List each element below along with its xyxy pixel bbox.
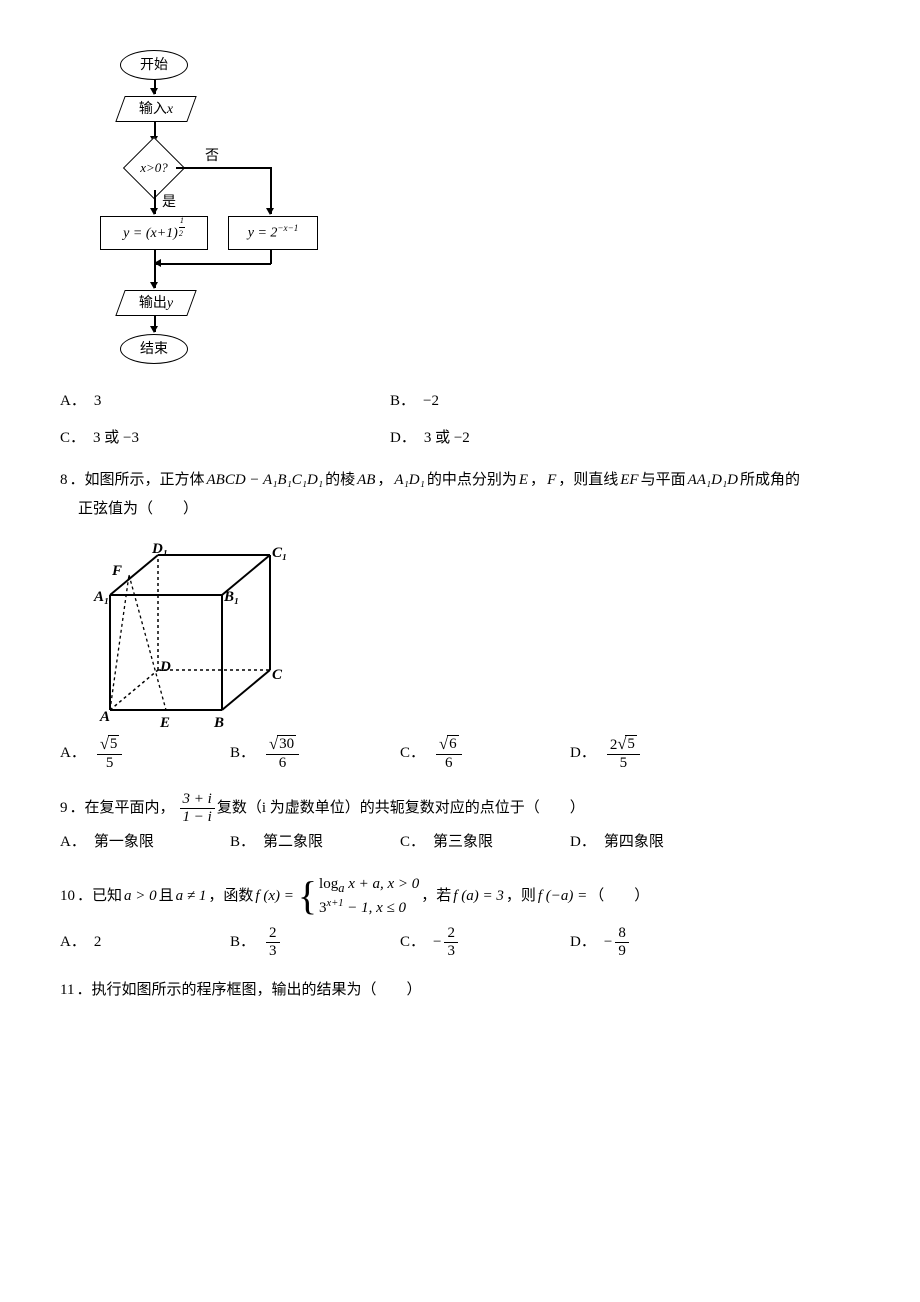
q9-option-b: B．第二象限 [230, 831, 390, 854]
q7-option-c: C．3 或 −3 [60, 427, 380, 450]
fc-input: 输入x [115, 96, 196, 122]
q10-options: A．2 B． 23 C． −23 D． −89 [60, 925, 870, 965]
q9-option-c: C．第三象限 [400, 831, 560, 854]
cube-diagram: A B C D A₁ B₁ C₁ D₁ E F [80, 530, 280, 725]
flowchart-diagram: 开始 输入x x>0? 是 否 y = (x+1)12 y = 2−x−1 输出… [70, 50, 330, 380]
fc-line [270, 250, 272, 264]
cube-label-c1: C₁ [272, 542, 287, 565]
q10-option-c: C． −23 [400, 925, 560, 959]
q8-text: 8．如图所示，正方体 ABCD − A₁B₁C₁D₁ 的棱 AB ， A₁D₁ … [60, 469, 870, 492]
fc-process-false: y = 2−x−1 [228, 216, 318, 250]
q10-text: 10．已知 a > 0 且 a ≠ 1 ，函数 f (x) = { loga x… [60, 874, 870, 920]
cube-label-d1: D₁ [152, 538, 168, 561]
q7-option-b: B．−2 [390, 390, 710, 413]
cube-label-b1: B₁ [224, 586, 239, 609]
fc-arrow [155, 263, 271, 265]
fc-yes-label: 是 [162, 192, 176, 213]
piecewise-function: { loga x + a, x > 0 3x+1 − 1, x ≤ 0 [298, 874, 419, 920]
q10-option-d: D． −89 [570, 925, 730, 959]
fc-end: 结束 [120, 334, 188, 364]
cube-label-a1: A₁ [94, 586, 109, 609]
fc-line [176, 167, 271, 169]
cube-label-f: F [112, 560, 122, 583]
fc-arrow [270, 167, 272, 214]
fc-start: 开始 [120, 50, 188, 80]
cube-label-d: D [160, 656, 171, 679]
q8-option-d: D． 255 [570, 735, 730, 771]
q7-options: A．3 B．−2 [60, 390, 870, 419]
q7-option-a: A．3 [60, 390, 380, 413]
fc-arrow [154, 80, 156, 94]
q7-options-2: C．3 或 −3 D．3 或 −2 [60, 427, 870, 456]
q9-option-d: D．第四象限 [570, 831, 730, 854]
q8-option-c: C． 66 [400, 735, 560, 771]
q9-option-a: A．第一象限 [60, 831, 220, 854]
q8-option-a: A． 55 [60, 735, 220, 771]
q8-options: A． 55 B． 306 C． 66 D． 255 [60, 735, 870, 777]
q11-text: 11．执行如图所示的程序框图，输出的结果为（ ） [60, 979, 870, 1002]
cube-label-a: A [100, 706, 110, 729]
q7-option-d: D．3 或 −2 [390, 427, 710, 450]
fc-no-label: 否 [205, 146, 219, 167]
q10-option-a: A．2 [60, 931, 220, 954]
q9-text: 9．在复平面内， 3 + i1 − i 复数（i 为虚数单位）的共轭复数对应的点… [60, 791, 870, 825]
cube-label-e: E [160, 712, 170, 735]
fc-output: 输出y [115, 290, 196, 316]
q10-option-b: B． 23 [230, 925, 390, 959]
cube-label-b: B [214, 712, 224, 735]
q9-options: A．第一象限 B．第二象限 C．第三象限 D．第四象限 [60, 831, 870, 860]
fc-arrow [154, 316, 156, 332]
fc-process-true: y = (x+1)12 [100, 216, 208, 250]
cube-label-c: C [272, 664, 282, 687]
q8-text-line2: 正弦值为（ ） [78, 498, 870, 521]
fc-arrow [154, 276, 156, 288]
fc-arrow [154, 190, 156, 214]
q8-option-b: B． 306 [230, 735, 390, 771]
